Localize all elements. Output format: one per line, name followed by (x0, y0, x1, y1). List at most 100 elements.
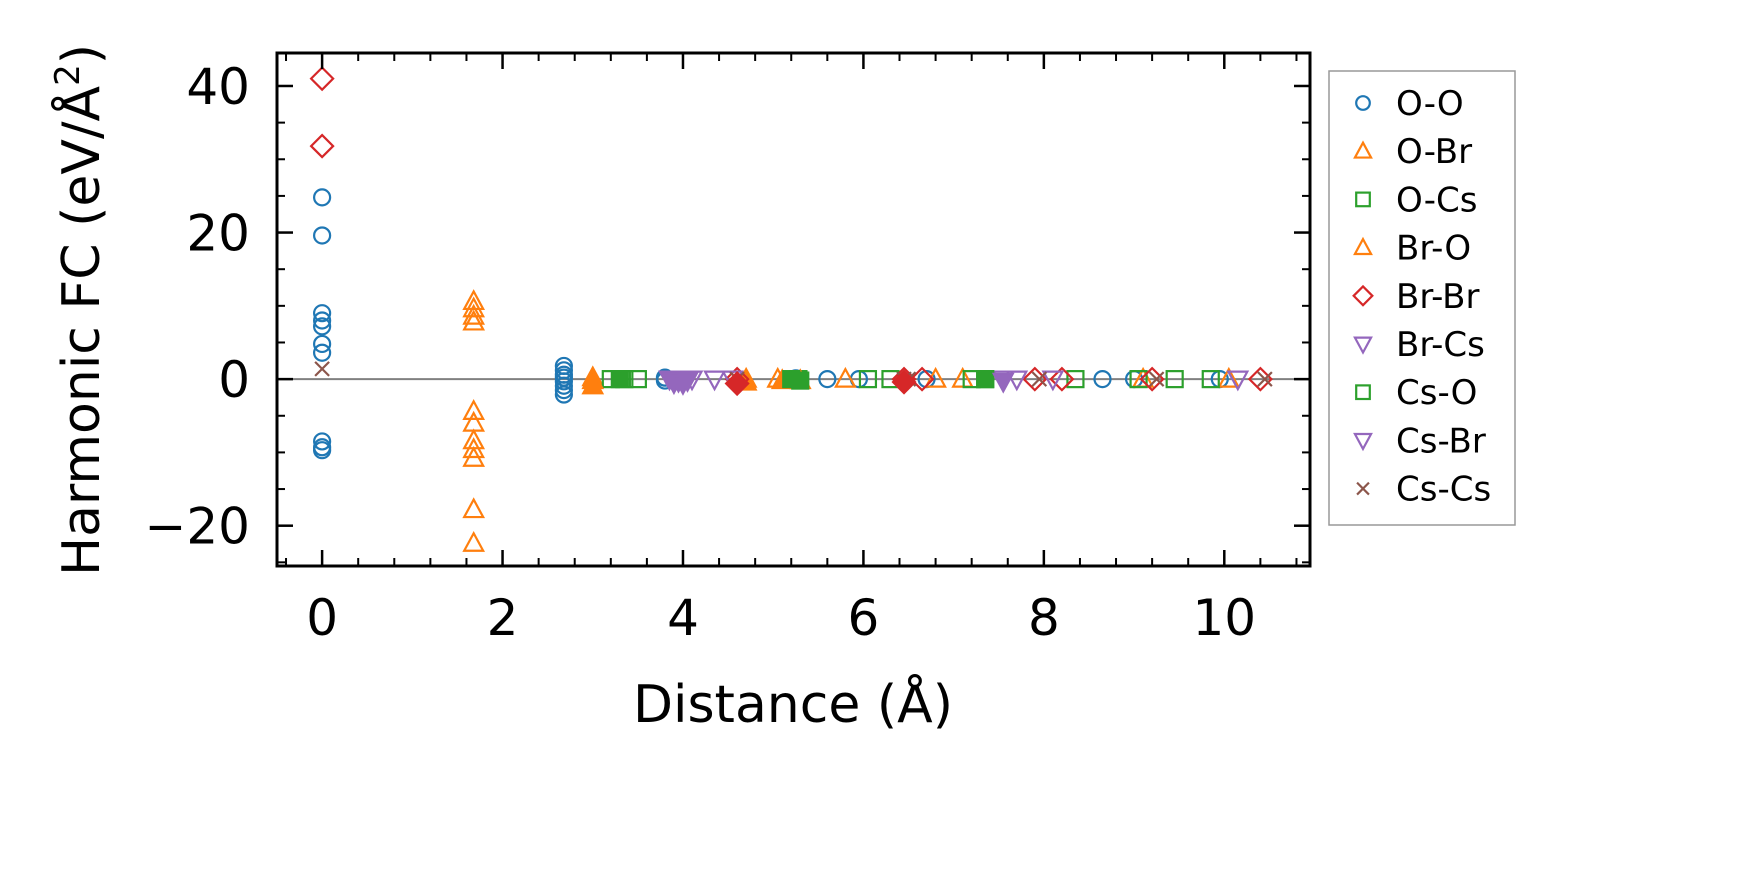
point-o-o-15 (554, 376, 573, 395)
legend-item-o-br: O-Br (1353, 132, 1472, 172)
point-o-cs-9 (1129, 370, 1148, 389)
point-cs-o-2 (791, 371, 810, 390)
point-o-br-10 (462, 530, 486, 552)
series-cs-o (610, 370, 995, 390)
legend-marker-cs-br (1353, 432, 1373, 452)
point-o-o-6 (313, 343, 332, 362)
point-o-o-21 (818, 370, 837, 389)
point-o-br-2 (462, 303, 486, 325)
point-o-o-17 (554, 385, 573, 404)
point-cs-br-5 (991, 372, 1015, 394)
point-o-br-7 (462, 437, 486, 459)
x-tick-label: 2 (487, 589, 519, 647)
x-tick-label: 6 (848, 589, 880, 647)
legend-label-br-cs: Br-Cs (1396, 325, 1485, 365)
legend-label-o-br: O-Br (1396, 132, 1472, 172)
series-cs-br (658, 370, 1015, 396)
point-br-br-4 (909, 366, 935, 392)
series-br-br (309, 66, 1273, 392)
point-br-br-filled-0 (724, 370, 750, 397)
point-o-o-3 (313, 311, 332, 330)
point-br-cs-6 (1041, 370, 1065, 392)
point-o-o-14 (554, 372, 573, 391)
point-br-cs-7 (1226, 370, 1250, 392)
legend-label-o-cs: O-Cs (1396, 180, 1477, 220)
point-br-br-filled-1 (891, 369, 917, 395)
point-cs-cs-0 (314, 361, 330, 377)
legend-item-o-cs: O-Cs (1355, 180, 1477, 220)
axes (275, 51, 1312, 568)
point-o-cs-4 (858, 370, 878, 389)
legend-marker-cs-cs (1356, 481, 1370, 496)
point-br-cs-5 (1005, 370, 1029, 392)
legend-item-br-cs: Br-Cs (1353, 325, 1485, 365)
point-br-cs-2 (703, 370, 726, 392)
legend-label-cs-cs: Cs-Cs (1396, 470, 1491, 510)
plot-area (277, 53, 1310, 566)
legend-item-o-o: O-O (1355, 84, 1464, 124)
y-axis-label: Harmonic FC (eV/Å2) (48, 44, 112, 576)
y-tick-label: 20 (186, 205, 250, 263)
legend-marker-br-o (1353, 236, 1373, 256)
point-o-o-7 (313, 432, 332, 451)
point-cs-cs-5 (1148, 371, 1165, 387)
point-br-br-0 (309, 66, 335, 92)
point-cs-cs-6 (1257, 371, 1273, 387)
legend-label-cs-br: Cs-Br (1396, 421, 1486, 461)
point-o-o-0 (313, 188, 332, 207)
point-o-o-24 (1093, 370, 1112, 389)
point-o-o-1 (313, 226, 332, 245)
point-o-br-4 (462, 399, 486, 420)
point-o-o-16 (554, 381, 573, 400)
x-axis-label: Distance (Å) (633, 673, 953, 735)
point-o-o-4 (313, 317, 332, 336)
x-tick-label: 0 (306, 589, 338, 647)
y-tick-label: 40 (186, 58, 250, 116)
tick-labels: 0 2 4 6 8 10 −20 0 20 40 (144, 58, 1256, 647)
legend-label-br-o: Br-O (1396, 229, 1471, 269)
y-axis-label-superscript: 2 (48, 64, 88, 86)
point-o-cs-2 (628, 370, 647, 389)
point-o-br-18 (1217, 366, 1241, 388)
legend-item-br-br: Br-Br (1352, 277, 1480, 317)
legend-marker-cs-o (1355, 384, 1371, 401)
legend-item-cs-cs: Cs-Cs (1356, 470, 1491, 510)
legend-label-cs-o: Cs-O (1396, 373, 1477, 413)
point-o-cs-8 (1066, 370, 1085, 389)
point-cs-o-3 (976, 370, 995, 389)
point-br-br-6 (1049, 366, 1075, 392)
point-br-o-1 (581, 373, 605, 395)
point-cs-o-0 (610, 370, 629, 389)
plot-background (277, 53, 1310, 566)
legend-item-cs-o: Cs-O (1355, 373, 1477, 413)
point-br-br-1 (309, 133, 335, 159)
markers (309, 66, 1273, 552)
legend-marker-br-br (1352, 284, 1374, 307)
y-axis-label-close: ) (52, 44, 112, 64)
y-tick-label: −20 (144, 498, 250, 556)
y-tick-label: 0 (218, 351, 250, 409)
plot-frame (275, 51, 1312, 568)
x-tick-label: 8 (1028, 589, 1060, 647)
x-tick-label: 10 (1192, 589, 1256, 647)
point-o-br-1 (462, 296, 486, 318)
legend: O-O O-Br O-Cs Br-O Br-Br Br-Cs Cs-O Cs-Br Cs-Cs (1328, 70, 1516, 526)
point-o-cs-11 (1201, 370, 1220, 389)
legend-item-cs-br: Cs-Br (1353, 421, 1486, 461)
legend-marker-o-o (1355, 95, 1371, 111)
point-o-o-2 (313, 304, 332, 323)
point-o-cs-10 (1165, 370, 1184, 389)
legend-marker-o-br (1353, 140, 1373, 159)
legend-label-o-o: O-O (1396, 84, 1464, 124)
point-cs-br-4 (676, 371, 699, 393)
y-axis-label-main: Harmonic FC (eV/Å (50, 85, 112, 576)
x-tick-label: 4 (667, 589, 699, 647)
point-o-o-9 (313, 441, 332, 460)
point-o-o-5 (313, 334, 332, 354)
point-o-br-8 (462, 445, 486, 467)
series-br-br-filled (724, 369, 917, 397)
point-cs-cs-4 (1031, 371, 1048, 387)
point-o-br-9 (462, 497, 486, 519)
legend-label-br-br: Br-Br (1396, 277, 1480, 317)
